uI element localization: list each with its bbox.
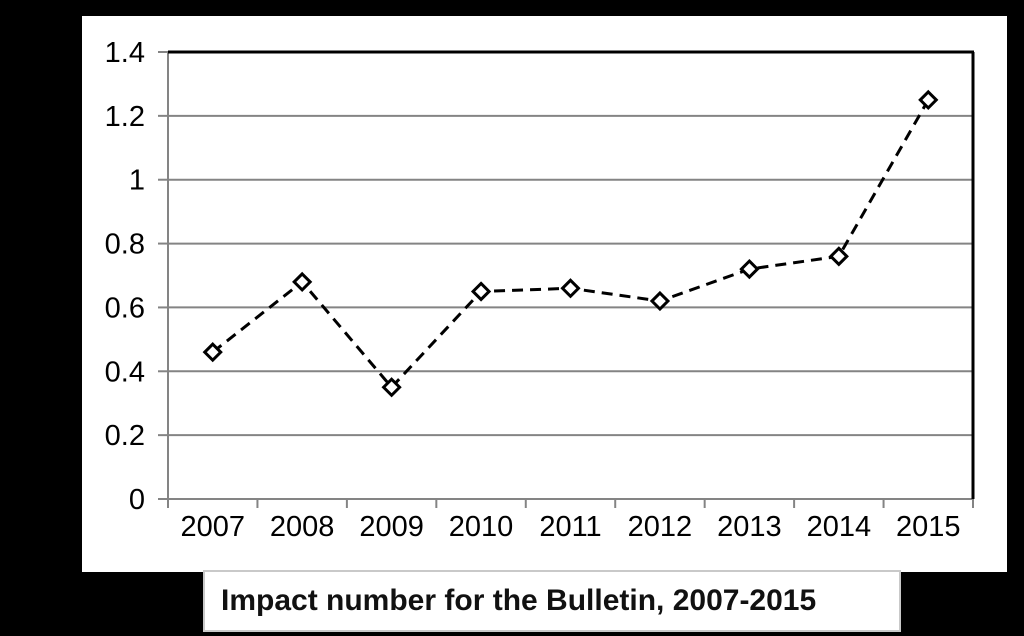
y-tick-label: 1.2 xyxy=(105,101,145,133)
x-tick-label: 2012 xyxy=(628,511,693,543)
y-tick-label: 0.2 xyxy=(105,420,145,452)
x-tick-label: 2011 xyxy=(539,511,601,543)
x-tick-label: 2013 xyxy=(717,511,782,543)
x-tick-label: 2015 xyxy=(896,511,961,543)
data-point-marker xyxy=(381,377,402,398)
y-tick-label: 1.4 xyxy=(105,37,145,69)
x-tick-label: 2014 xyxy=(807,511,872,543)
data-point-marker xyxy=(470,281,492,302)
data-point-marker xyxy=(560,278,581,299)
impact-line-chart: 0 0.2 0.4 0.6 0.8 1 1.2 1.4 2007 2008 2009 2010 2011… xyxy=(105,37,975,543)
data-point-marker xyxy=(828,246,849,267)
y-tick-label: 1 xyxy=(129,165,145,197)
data-point-marker xyxy=(202,342,223,363)
chart-caption: Impact number for the Bulletin, 2007-201… xyxy=(221,584,817,617)
y-tick-label: 0.6 xyxy=(105,292,145,324)
x-tick-label: 2007 xyxy=(180,511,245,543)
x-tick-label: 2008 xyxy=(270,511,335,543)
data-point-marker xyxy=(649,290,671,312)
y-tick-label: 0 xyxy=(129,484,145,516)
y-tick-label: 0.8 xyxy=(105,229,145,261)
x-tick-label: 2009 xyxy=(359,511,424,543)
data-point-marker xyxy=(918,89,939,111)
y-tick-label: 0.4 xyxy=(105,356,145,388)
chart-panel: 0 0.2 0.4 0.6 0.8 1 1.2 1.4 2007 2008 2009 2010 2011… xyxy=(82,16,1007,572)
data-point-marker xyxy=(292,271,313,293)
data-point-marker xyxy=(739,258,760,280)
chart-caption-box: Impact number for the Bulletin, 2007-201… xyxy=(203,570,901,632)
x-tick-label: 2010 xyxy=(449,511,514,543)
